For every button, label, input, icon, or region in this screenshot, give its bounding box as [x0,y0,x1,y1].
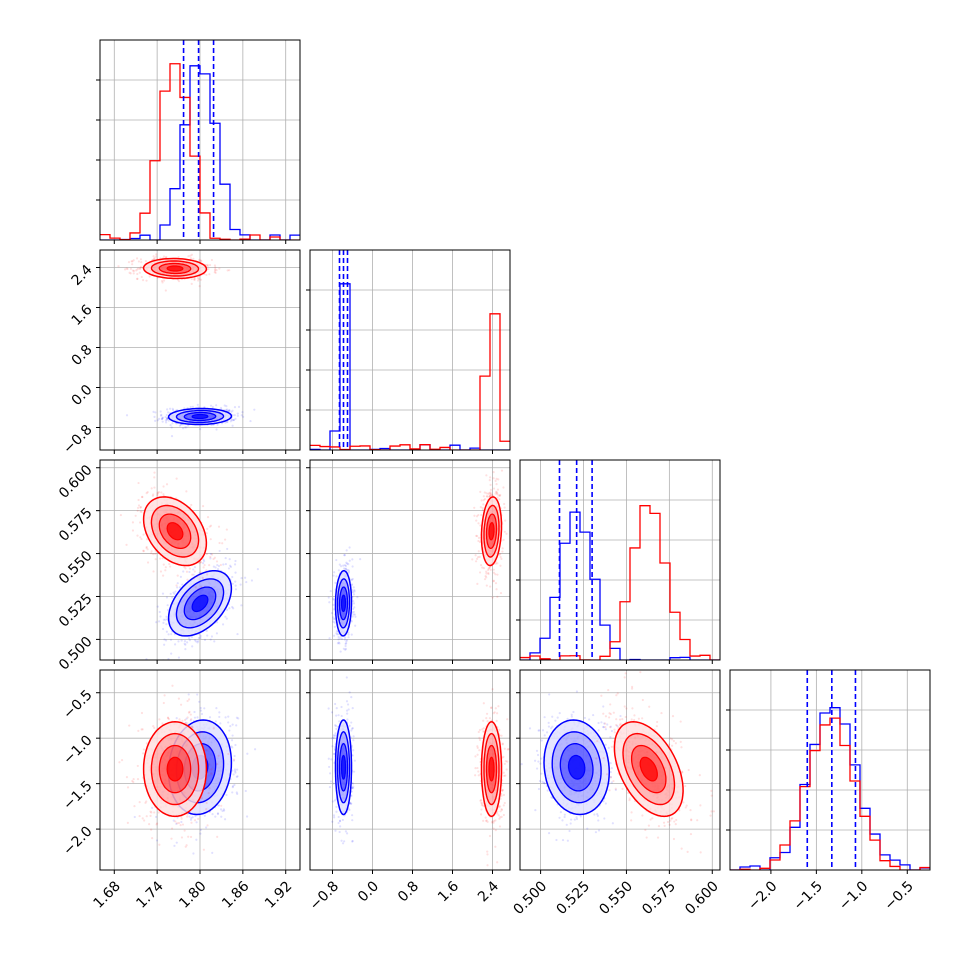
y-tick-label-p1-2: 0.8 [69,342,96,369]
y-tick-label-p3-0: −2.0 [60,823,95,858]
x-tick-label-p0-1: 1.74 [133,878,166,911]
y-tick-label-p2-4: 0.600 [56,462,96,502]
x-tick-label-p0-4: 1.92 [262,878,295,911]
histogram-blue [730,708,930,870]
y-tick-label-p3-1: −1.5 [60,778,95,813]
x-tick-label-p1-0: −0.8 [307,878,342,913]
y-tick-label-p1-0: −0.8 [60,422,95,457]
x-tick-label-p1-1: 0.0 [355,878,382,905]
y-tick-label-p2-1: 0.525 [56,591,96,631]
x-tick-label-p3-2: −1.0 [836,878,871,913]
y-tick-label-p2-2: 0.550 [56,548,96,588]
panel-0-0 [96,40,300,244]
panel-2-2 [516,460,720,664]
y-tick-label-p2-0: 0.500 [56,634,96,674]
x-tick-label-p3-0: −2.0 [745,878,780,913]
x-tick-label-p1-4: 2.4 [475,878,502,905]
panel-1-1 [306,250,510,454]
panel-3-3: −2.0 −1.5 −1.0 −0.5 [726,670,930,914]
panel-3-1: −0.8 0.0 0.8 1.6 2.4 [306,670,510,914]
x-tick-label-p0-0: 1.68 [91,878,124,911]
x-tick-label-p1-3: 1.6 [435,878,462,905]
x-tick-label-p3-1: −1.5 [791,878,826,913]
y-tick-label-p3-2: −1.0 [60,733,95,768]
panel-2-1 [306,460,510,664]
x-tick-label-p2-0: 0.500 [511,878,551,918]
y-tick-label-p1-1: 0.0 [69,382,96,409]
y-tick-label-p1-4: 2.4 [69,262,96,289]
x-tick-label-p1-2: 0.8 [395,878,422,905]
x-tick-label-p0-2: 1.80 [176,878,209,911]
x-tick-label-p0-3: 1.86 [219,878,252,911]
panel-1-0: −0.8 0.0 0.8 1.6 2.4 [60,248,300,457]
y-tick-label-p3-3: −0.5 [60,687,95,722]
x-tick-label-p3-3: −0.5 [882,878,917,913]
x-tick-label-p2-2: 0.550 [596,878,636,918]
y-tick-label-p1-3: 1.6 [69,302,96,329]
x-tick-label-p2-4: 0.600 [682,878,722,918]
x-tick-label-p2-1: 0.525 [553,878,593,918]
panel-frame [730,670,930,870]
histogram-red [730,718,930,870]
panel-3-0: 1.68 1.74 1.80 1.86 1.92 −2.0 −1.5 −1.0 −0.5 [60,670,300,912]
y-tick-label-p2-3: 0.575 [56,505,96,545]
x-tick-label-p2-3: 0.575 [639,878,679,918]
